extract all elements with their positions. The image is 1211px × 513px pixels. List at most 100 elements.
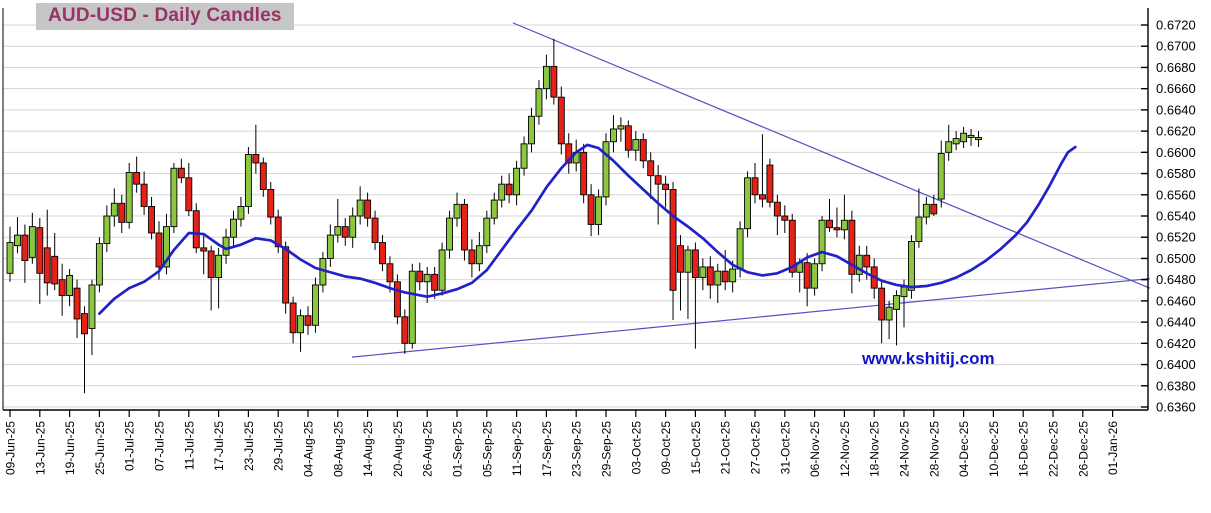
- candle-body: [632, 139, 640, 151]
- watermark-link[interactable]: www.kshitij.com: [862, 349, 995, 368]
- candle: [908, 235, 915, 299]
- candle-body: [691, 249, 699, 278]
- candle-body: [557, 96, 565, 145]
- candle: [885, 300, 893, 340]
- candle-body: [751, 177, 759, 196]
- candle-body: [945, 141, 953, 153]
- candle-body: [341, 226, 349, 238]
- candle-body: [788, 219, 796, 273]
- x-axis-label: 17-Jul-25: [212, 421, 226, 471]
- candle-body: [349, 215, 357, 238]
- x-axis-label: 06-Nov-25: [808, 421, 822, 477]
- candle: [133, 156, 141, 193]
- candle: [781, 205, 789, 233]
- candle: [528, 107, 535, 153]
- candle: [550, 38, 558, 105]
- candle: [230, 210, 237, 246]
- candle-body: [393, 281, 401, 318]
- candle-body: [431, 273, 439, 291]
- x-axis-label: 22-Dec-25: [1047, 421, 1061, 477]
- candle: [610, 115, 617, 153]
- candle: [140, 171, 148, 215]
- x-axis-label: 14-Aug-25: [361, 421, 375, 477]
- x-axis-label: 19-Jun-25: [63, 421, 77, 475]
- candle-body: [893, 295, 900, 310]
- candle: [915, 188, 923, 248]
- candle: [200, 235, 208, 275]
- candle-body: [88, 284, 96, 329]
- candle-body: [185, 177, 193, 212]
- x-axis-label: 09-Jun-25: [4, 421, 18, 475]
- candle: [893, 290, 900, 346]
- x-axis-labels: 09-Jun-25 13-Jun-25 19-Jun-25 25-Jun-25 01-J…: [4, 410, 1120, 477]
- candle-body: [475, 245, 483, 265]
- candle-body: [535, 88, 543, 117]
- x-axis-label: 23-Jul-25: [242, 421, 256, 471]
- candle: [714, 263, 722, 304]
- candle: [36, 218, 44, 305]
- candle: [565, 133, 573, 174]
- candle: [58, 263, 66, 316]
- candle-body: [915, 216, 923, 242]
- candle-body: [162, 226, 170, 268]
- candle: [334, 199, 342, 243]
- y-axis-label: 0.6460: [1156, 293, 1196, 308]
- candle: [51, 232, 59, 291]
- x-axis-label: 26-Dec-25: [1076, 421, 1090, 477]
- candle: [446, 210, 453, 259]
- candle: [505, 173, 513, 204]
- candle-body: [177, 167, 185, 179]
- x-axis-label: 01-Jul-25: [123, 421, 137, 471]
- candle: [490, 192, 498, 225]
- y-axis-label: 0.6640: [1156, 102, 1196, 117]
- y-axis-label: 0.6400: [1156, 357, 1196, 372]
- candle-body: [595, 196, 602, 225]
- candle-body: [528, 115, 535, 145]
- candle-body: [736, 228, 744, 270]
- candle: [207, 245, 215, 311]
- candle-body: [498, 183, 506, 201]
- y-axis-label: 0.6440: [1156, 315, 1196, 330]
- candle: [922, 196, 930, 225]
- candle: [945, 124, 953, 161]
- candle-body: [885, 306, 893, 321]
- candle-body: [900, 286, 908, 298]
- x-axis-label: 04-Aug-25: [302, 421, 316, 477]
- candle: [170, 162, 178, 233]
- y-axis-label: 0.6620: [1156, 124, 1196, 139]
- candle: [297, 309, 304, 352]
- candle: [542, 54, 550, 100]
- x-axis-label: 18-Nov-25: [868, 421, 882, 477]
- x-axis-label: 23-Sep-25: [570, 421, 584, 477]
- y-axis-label: 0.6600: [1156, 145, 1196, 160]
- candle-body: [453, 203, 461, 219]
- candle: [602, 133, 610, 206]
- candle: [215, 247, 223, 309]
- candle-body: [274, 216, 282, 248]
- candle-body: [423, 273, 431, 283]
- x-axis-label: 15-Oct-25: [689, 421, 703, 475]
- candle: [855, 245, 863, 282]
- candle-body: [43, 247, 51, 284]
- candle-body: [833, 227, 841, 231]
- candle: [110, 188, 118, 227]
- candle: [833, 207, 841, 238]
- candle-body: [312, 284, 319, 326]
- candle: [431, 266, 439, 299]
- candle-body: [781, 215, 789, 221]
- candle-body: [699, 266, 707, 278]
- candle-body: [207, 250, 215, 278]
- candle: [647, 152, 655, 200]
- candle-body: [66, 274, 74, 297]
- candle-body: [110, 202, 118, 217]
- candle-body: [840, 219, 848, 231]
- candle-body: [744, 177, 751, 230]
- candle-body: [937, 152, 945, 200]
- candle: [438, 242, 446, 296]
- candle: [684, 245, 692, 319]
- candle: [557, 86, 565, 155]
- candle-body: [386, 263, 394, 283]
- candle: [766, 158, 774, 208]
- candle-body: [848, 219, 856, 275]
- candle-body: [438, 249, 446, 291]
